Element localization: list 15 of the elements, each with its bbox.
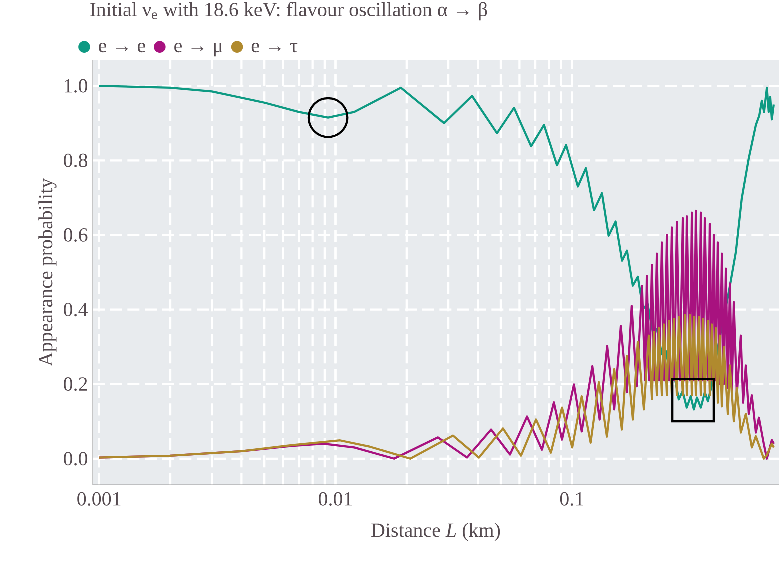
y-tick-label: 1.0 (65, 79, 88, 93)
legend-label: e → μ (174, 42, 223, 57)
y-tick-label: 0.2 (64, 378, 88, 392)
y-tick-label: 0.8 (64, 154, 88, 168)
legend-label: e → τ (252, 42, 298, 53)
y-tick-label: 0.4 (64, 302, 88, 317)
x-tick-label: 0.1 (560, 492, 584, 506)
x-tick-label: 0.001 (78, 492, 121, 506)
legend-label: e → e (99, 42, 146, 53)
chart-title: Initial ν$_{e}$ with 18.6 keV: flavour oscillation α → β (90, 2, 488, 21)
x-axis-title: Distance L (km) (372, 523, 500, 542)
y-tick-label: 0.0 (64, 452, 88, 466)
x-tick-label: 0.01 (319, 492, 352, 506)
y-axis-title: Appearance probability (38, 178, 57, 366)
y-tick-label: 0.6 (64, 228, 88, 242)
